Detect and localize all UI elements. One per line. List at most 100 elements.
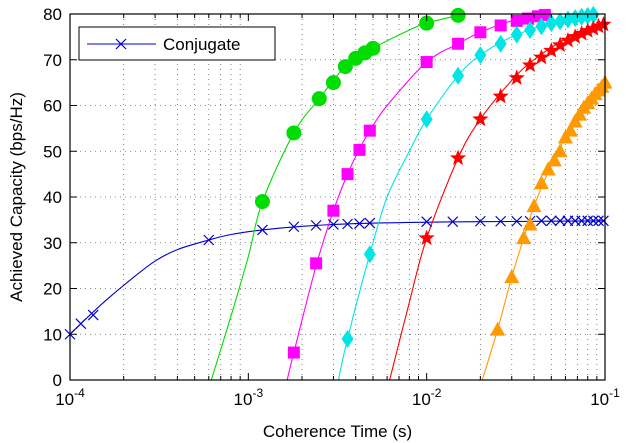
data-point-series-1 bbox=[450, 7, 466, 23]
x-axis-title: Coherence Time (s) bbox=[263, 422, 412, 441]
data-point-series-3 bbox=[420, 110, 433, 129]
x-tick-exponent: -4 bbox=[74, 386, 85, 400]
data-point-series-5 bbox=[490, 321, 506, 336]
data-point-series-4 bbox=[595, 16, 612, 32]
data-point-series-4 bbox=[552, 36, 569, 52]
data-point-series-0 bbox=[354, 218, 365, 229]
data-point-series-0 bbox=[511, 215, 523, 227]
data-point-series-4 bbox=[508, 69, 525, 85]
data-point-series-1 bbox=[286, 125, 302, 141]
data-point-series-0 bbox=[421, 216, 433, 228]
data-point-series-3 bbox=[545, 14, 558, 33]
x-tick-label: 10-4 bbox=[55, 386, 85, 409]
x-tick-base: 10 bbox=[412, 390, 431, 409]
legend-marker-conjugate bbox=[115, 38, 127, 50]
data-point-series-4 bbox=[472, 110, 489, 127]
data-point-series-0 bbox=[203, 234, 215, 246]
data-point-series-0 bbox=[342, 218, 353, 230]
data-point-series-4 bbox=[543, 42, 560, 58]
data-point-series-1 bbox=[254, 194, 270, 210]
data-point-series-1 bbox=[311, 91, 327, 107]
series-line-0 bbox=[70, 220, 605, 335]
series-line-3 bbox=[337, 14, 597, 380]
data-point-series-2 bbox=[363, 124, 376, 137]
x-tick-base: 10 bbox=[234, 390, 253, 409]
data-point-series-2 bbox=[287, 346, 300, 359]
data-point-series-4 bbox=[573, 25, 590, 41]
data-point-series-0 bbox=[495, 215, 507, 227]
data-point-series-0 bbox=[364, 217, 376, 229]
x-tick-exponent: -2 bbox=[431, 386, 442, 400]
data-point-series-4 bbox=[449, 149, 467, 165]
data-point-series-5 bbox=[516, 230, 532, 245]
data-point-series-2 bbox=[452, 37, 465, 50]
y-tick-label: 40 bbox=[43, 188, 62, 207]
marker-layer bbox=[64, 5, 613, 359]
data-point-series-0 bbox=[288, 221, 300, 233]
data-point-series-0 bbox=[87, 309, 99, 321]
data-point-series-2 bbox=[494, 19, 507, 32]
data-point-series-0 bbox=[545, 215, 557, 227]
data-point-series-5 bbox=[546, 152, 562, 167]
x-tick-base: 10 bbox=[55, 390, 74, 409]
data-point-series-1 bbox=[337, 59, 353, 75]
x-tick-exponent: -3 bbox=[252, 386, 263, 400]
y-tick-label: 10 bbox=[43, 325, 62, 344]
data-point-series-1 bbox=[419, 15, 435, 31]
data-point-series-3 bbox=[363, 245, 376, 264]
data-point-series-0 bbox=[257, 224, 268, 236]
data-point-series-0 bbox=[582, 215, 594, 227]
data-point-series-3 bbox=[587, 5, 600, 24]
x-tick-base: 10 bbox=[590, 390, 609, 409]
data-point-series-2 bbox=[353, 143, 366, 156]
x-tick-label: 10-3 bbox=[234, 386, 264, 409]
y-tick-label: 80 bbox=[43, 5, 62, 24]
y-tick-label: 60 bbox=[43, 97, 62, 116]
data-point-series-4 bbox=[559, 32, 577, 48]
data-point-series-0 bbox=[327, 219, 339, 230]
data-point-series-3 bbox=[474, 46, 487, 65]
data-point-series-2 bbox=[420, 56, 433, 69]
data-point-series-4 bbox=[492, 87, 509, 104]
x-tick-label: 10-2 bbox=[412, 386, 442, 409]
data-point-series-4 bbox=[585, 20, 602, 36]
data-point-series-2 bbox=[538, 8, 551, 21]
y-tick-label: 50 bbox=[43, 142, 62, 161]
data-point-series-3 bbox=[341, 329, 354, 348]
data-point-series-0 bbox=[310, 219, 322, 231]
y-tick-label: 30 bbox=[43, 234, 62, 253]
data-point-series-4 bbox=[533, 48, 550, 65]
data-point-series-0 bbox=[75, 318, 87, 330]
legend: Conjugate bbox=[78, 26, 276, 61]
data-point-series-5 bbox=[522, 216, 538, 231]
data-point-series-0 bbox=[587, 215, 599, 227]
data-point-series-5 bbox=[562, 122, 578, 137]
data-point-series-0 bbox=[554, 215, 566, 227]
data-point-series-2 bbox=[310, 257, 323, 270]
grid-layer bbox=[70, 14, 605, 380]
data-point-series-5 bbox=[552, 143, 568, 158]
data-point-series-1 bbox=[365, 40, 381, 56]
data-point-series-3 bbox=[494, 34, 507, 53]
data-point-series-4 bbox=[590, 17, 607, 34]
legend-marker-symbol bbox=[115, 38, 127, 50]
data-point-series-0 bbox=[474, 215, 486, 227]
data-point-series-3 bbox=[510, 25, 523, 44]
data-point-series-5 bbox=[533, 175, 549, 190]
y-tick-label: 0 bbox=[53, 371, 62, 390]
data-point-series-0 bbox=[447, 216, 459, 228]
legend-label-conjugate: Conjugate bbox=[163, 35, 241, 54]
x-tick-label: 10-1 bbox=[590, 386, 620, 409]
data-point-series-3 bbox=[535, 17, 548, 36]
data-point-series-2 bbox=[327, 204, 340, 217]
data-point-series-0 bbox=[535, 215, 547, 227]
data-point-series-4 bbox=[579, 22, 596, 38]
data-point-series-4 bbox=[567, 28, 584, 44]
data-point-series-4 bbox=[521, 56, 539, 73]
data-point-series-0 bbox=[598, 215, 609, 227]
data-point-series-5 bbox=[504, 269, 520, 284]
x-tick-exponent: -1 bbox=[609, 386, 620, 400]
data-point-series-2 bbox=[521, 12, 534, 25]
